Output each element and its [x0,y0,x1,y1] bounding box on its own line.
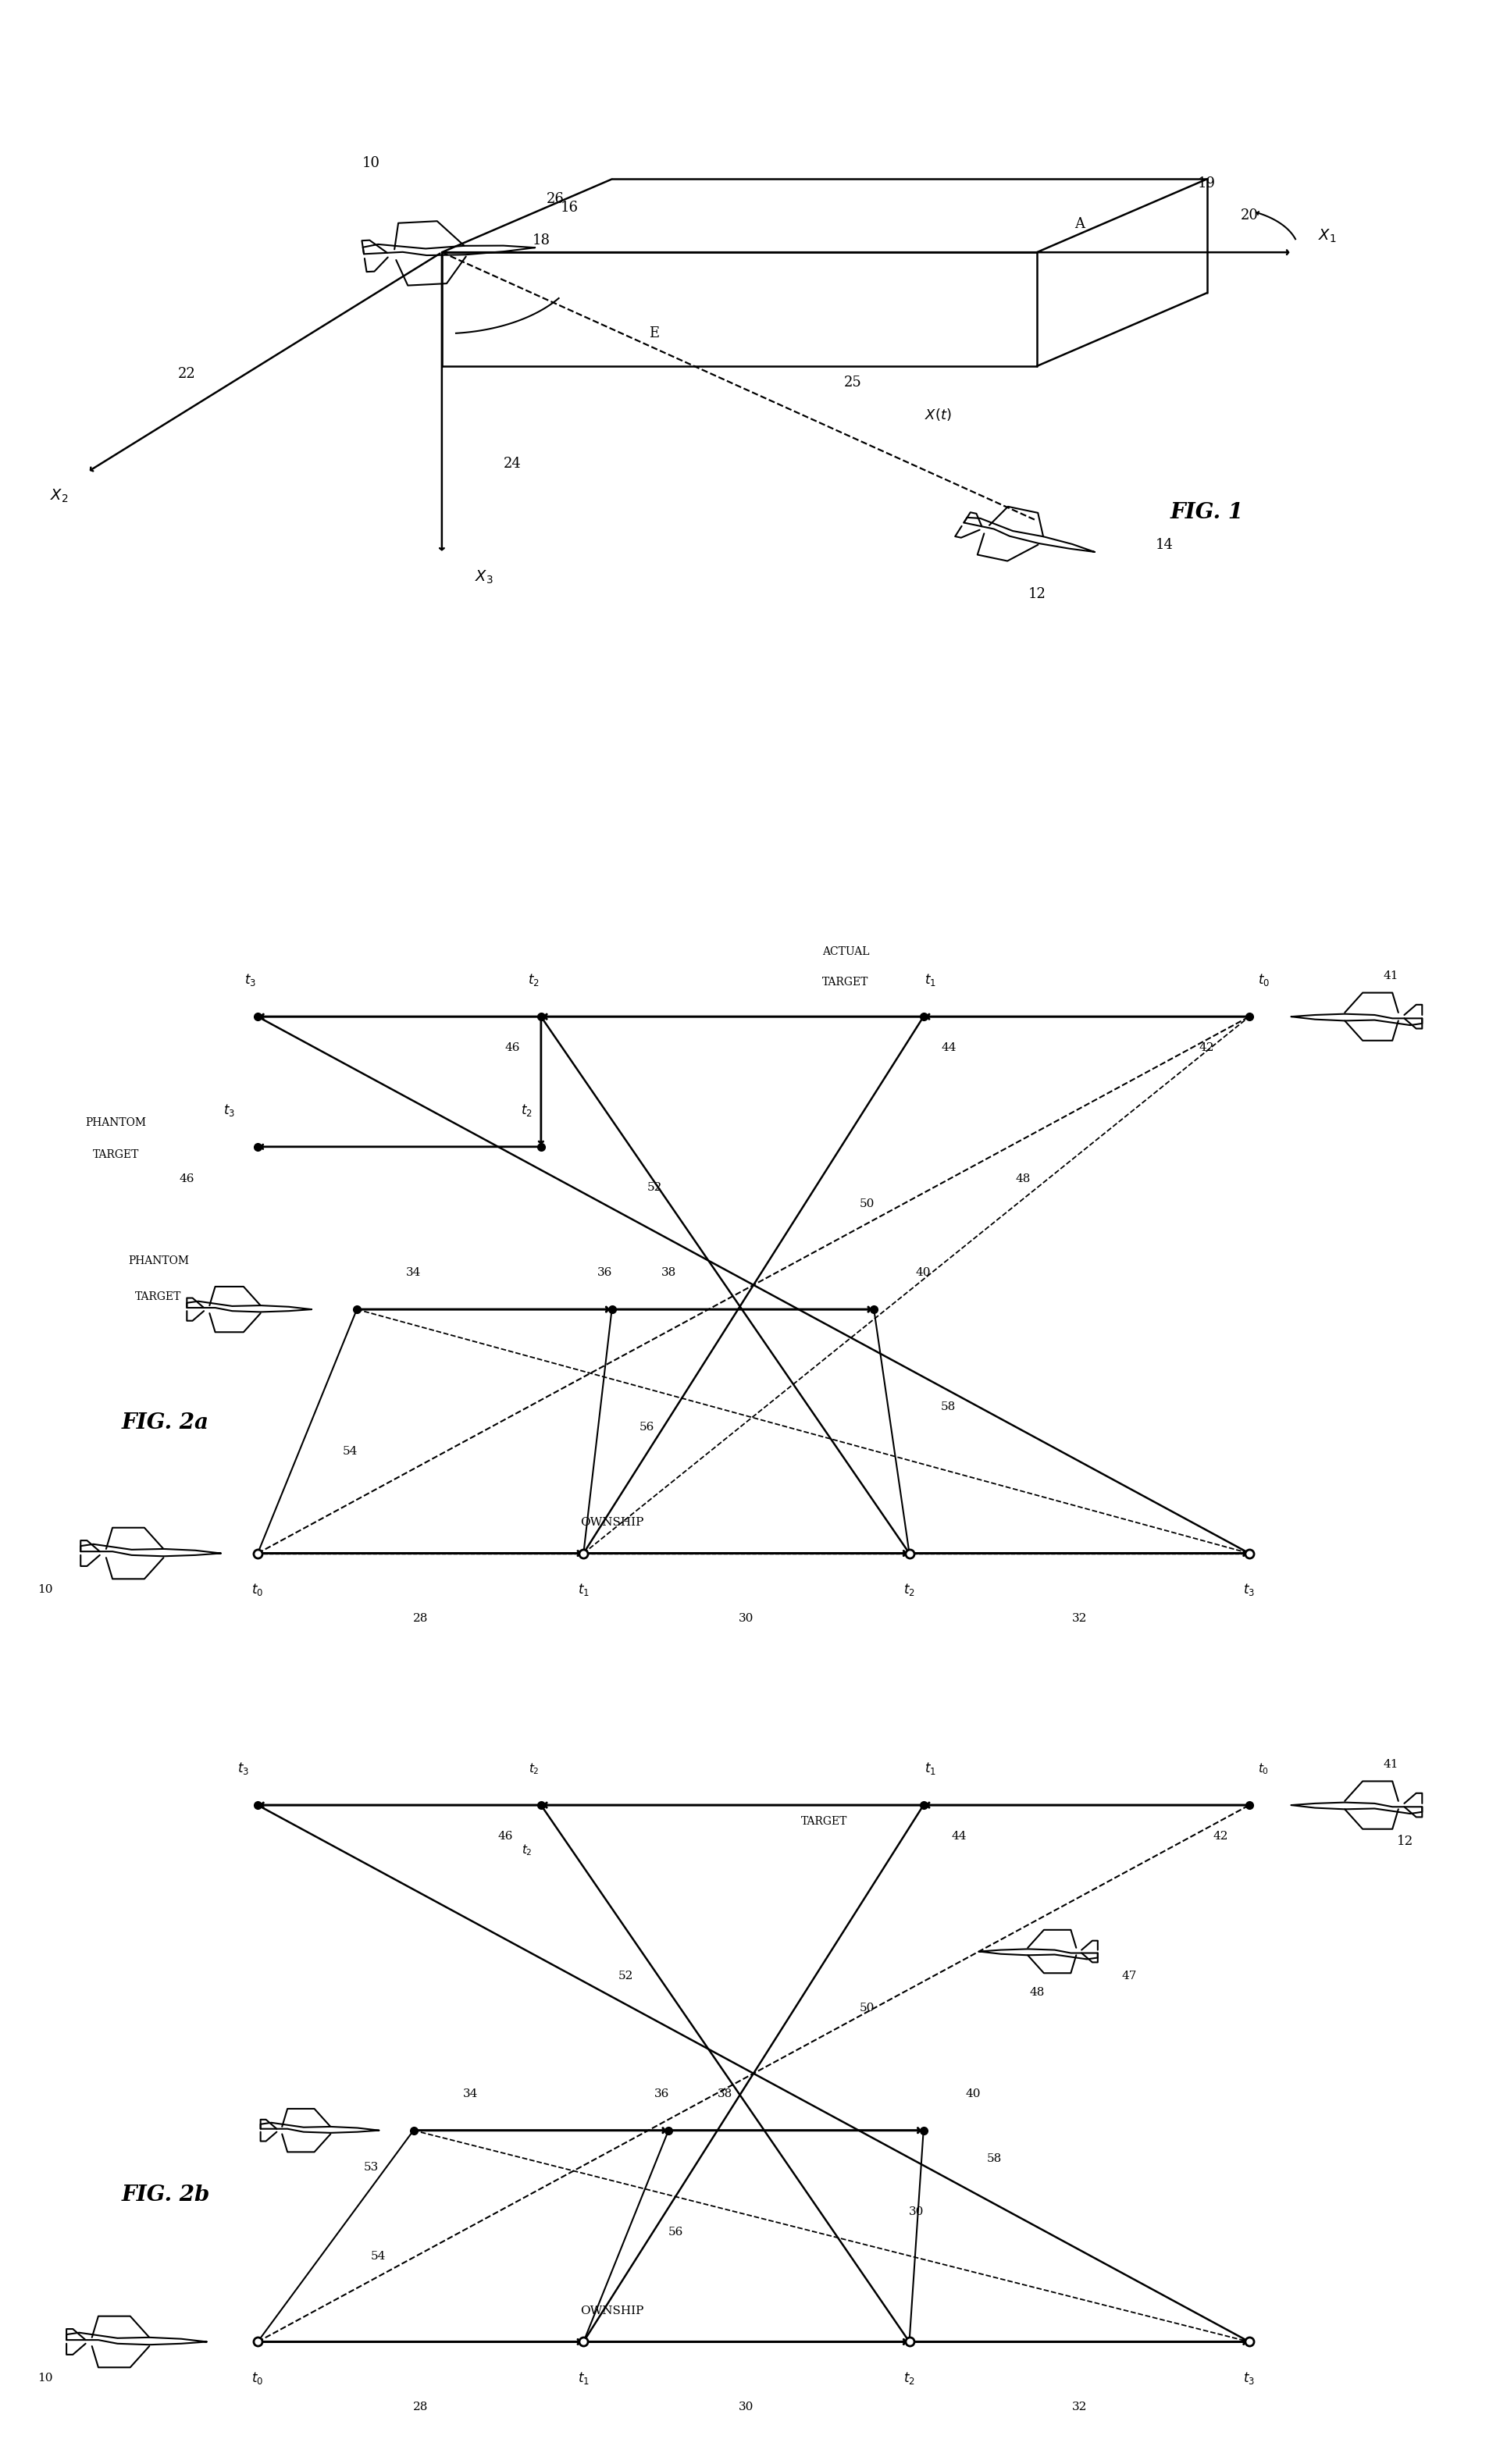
Text: 46: 46 [497,1831,514,1841]
Text: TARGET: TARGET [93,1148,139,1161]
Text: 19: 19 [1198,175,1216,190]
Text: 56: 56 [668,2227,683,2237]
Text: 44: 44 [942,1042,957,1052]
Text: 42: 42 [1213,1831,1228,1841]
Text: TARGET: TARGET [802,1816,847,1826]
Text: 28: 28 [413,1614,428,1624]
Text: $t_0$: $t_0$ [1257,973,1269,988]
Text: $X_3$: $X_3$ [475,569,494,586]
Text: 48: 48 [1029,1986,1044,1998]
Text: $t_2$: $t_2$ [529,1762,540,1777]
Text: 58: 58 [987,2154,1002,2163]
Text: $t_3$: $t_3$ [244,973,256,988]
Text: 28: 28 [413,2402,428,2412]
Text: $t_1$: $t_1$ [925,1762,936,1777]
Text: 10: 10 [38,2373,53,2383]
Text: 20: 20 [1240,209,1258,222]
Text: 14: 14 [1156,537,1174,552]
Text: $t_1$: $t_1$ [577,2370,589,2385]
Text: 44: 44 [951,1831,966,1841]
Text: $t_2$: $t_2$ [521,1101,532,1119]
Text: FIG. 2b: FIG. 2b [122,2186,209,2205]
Text: 18: 18 [532,234,550,246]
Text: $t_0$: $t_0$ [252,1582,264,1597]
Text: $X(t)$: $X(t)$ [924,407,951,424]
Text: 22: 22 [178,367,196,382]
Text: FIG. 2a: FIG. 2a [122,1412,209,1434]
Text: E: E [650,328,660,340]
Text: OWNSHIP: OWNSHIP [580,1518,643,1528]
Text: TARGET: TARGET [136,1291,182,1303]
Text: 53: 53 [363,2161,378,2173]
Text: 25: 25 [844,375,862,389]
Text: 12: 12 [1028,586,1046,601]
Text: $t_0$: $t_0$ [252,2370,264,2385]
Text: PHANTOM: PHANTOM [86,1116,146,1129]
Text: 38: 38 [662,1266,677,1279]
Text: FIG. 1: FIG. 1 [1169,503,1243,522]
Text: 30: 30 [738,2402,754,2412]
Text: $t_3$: $t_3$ [223,1101,235,1119]
Text: 40: 40 [966,2089,981,2099]
Text: $t_3$: $t_3$ [1243,2370,1255,2385]
Text: 52: 52 [647,1183,662,1193]
Text: 12: 12 [1397,1836,1414,1848]
Text: $t_2$: $t_2$ [527,973,540,988]
Text: 50: 50 [859,2003,874,2013]
Text: $t_3$: $t_3$ [238,1762,249,1777]
Text: 48: 48 [1016,1173,1031,1185]
Text: 54: 54 [371,2252,386,2262]
Text: $t_2$: $t_2$ [521,1843,532,1858]
Text: 16: 16 [561,200,579,214]
Text: 24: 24 [503,456,521,471]
Text: A: A [1074,217,1085,232]
Text: $t_3$: $t_3$ [1243,1582,1255,1597]
Text: 46: 46 [179,1173,194,1185]
Text: $t_1$: $t_1$ [925,973,936,988]
Text: 10: 10 [362,155,380,170]
Text: $t_2$: $t_2$ [904,2370,915,2385]
Text: $t_1$: $t_1$ [577,1582,589,1597]
Text: 32: 32 [1071,2402,1087,2412]
Text: 32: 32 [1071,1614,1087,1624]
Text: 34: 34 [405,1266,420,1279]
Text: 58: 58 [940,1402,955,1412]
Text: OWNSHIP: OWNSHIP [580,2306,643,2316]
Text: 47: 47 [1121,1971,1136,1981]
Text: 41: 41 [1383,1759,1398,1769]
Text: 30: 30 [909,2205,924,2218]
Text: $t_2$: $t_2$ [904,1582,915,1597]
Text: 46: 46 [505,1042,520,1052]
Text: 38: 38 [717,2089,732,2099]
Text: TARGET: TARGET [823,978,868,988]
Text: ACTUAL: ACTUAL [821,946,870,956]
Text: 10: 10 [38,1584,53,1594]
Text: PHANTOM: PHANTOM [128,1254,188,1266]
Text: 36: 36 [597,1266,612,1279]
Text: 50: 50 [859,1198,874,1210]
Text: $t_0$: $t_0$ [1258,1762,1269,1777]
Text: 41: 41 [1383,971,1398,981]
Text: $X_1$: $X_1$ [1319,227,1337,244]
Text: 30: 30 [738,1614,754,1624]
Text: 42: 42 [1200,1042,1215,1052]
Text: $X_2$: $X_2$ [50,488,68,505]
Text: 36: 36 [654,2089,669,2099]
Text: 26: 26 [546,192,564,207]
Text: 56: 56 [639,1422,656,1432]
Text: 40: 40 [916,1266,931,1279]
Text: 52: 52 [618,1971,633,1981]
Text: 54: 54 [342,1446,357,1456]
Text: 34: 34 [463,2089,478,2099]
